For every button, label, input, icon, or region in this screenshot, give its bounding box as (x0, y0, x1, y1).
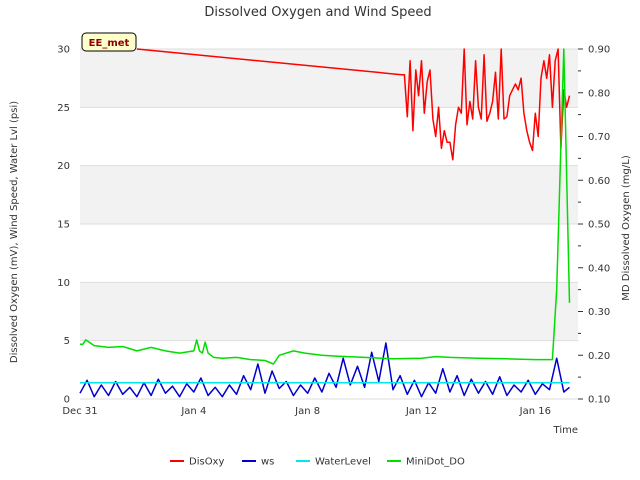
y-left-tick-label: 25 (57, 103, 70, 114)
y-right-tick-label: 0.60 (588, 176, 610, 187)
x-tick-label: Jan 8 (294, 406, 320, 417)
legend-label: WaterLevel (315, 457, 371, 468)
x-tick-label: Jan 4 (180, 406, 206, 417)
series-line-minidot-do (80, 48, 571, 365)
y-left-tick-label: 5 (64, 336, 70, 347)
plot-band (80, 282, 578, 341)
legend-label: DisOxy (189, 457, 224, 468)
x-tick-label: Jan 16 (519, 406, 551, 417)
y-right-tick-label: 0.80 (588, 88, 610, 99)
left-axis-ticks: 0 5 10 15 20 25 30 (57, 45, 70, 406)
y-right-tick-label: 0.20 (588, 351, 610, 362)
y-right-tick-label: 0.50 (588, 220, 610, 231)
x-tick-label: Dec 31 (62, 406, 97, 417)
plot-band (80, 340, 578, 399)
station-badge-box (81, 32, 137, 52)
y-right-tick-label: 0.30 (588, 307, 610, 318)
y-left-tick-label: 10 (57, 278, 70, 289)
y-left-tick-label: 30 (57, 45, 70, 56)
station-badge: EE_met (81, 32, 137, 52)
x-axis-ticks: Dec 31 Jan 4 Jan 8 Jan 12 Jan 16 (62, 406, 551, 417)
legend-label: ws (261, 457, 274, 468)
y-right-tick-label: 0.10 (588, 395, 610, 406)
y-right-tick-label: 0.40 (588, 263, 610, 274)
legend-label: MiniDot_DO (406, 457, 465, 468)
grid-lines (80, 48, 578, 400)
y-left-tick-label: 20 (57, 161, 70, 172)
y-left-tick-label: 0 (64, 395, 70, 406)
series-layer (79, 48, 571, 398)
legend: DisOxy ws WaterLevel MiniDot_DO (170, 457, 465, 468)
y-left-tick-label: 15 (57, 220, 70, 231)
series-line-disoxy (136, 48, 571, 161)
plot-band (80, 224, 578, 283)
plot-bands (80, 49, 578, 399)
plot-band (80, 165, 578, 224)
station-badge-label: EE_met (89, 38, 130, 49)
plot-band (80, 107, 578, 166)
right-axis-ticks: 0.10 0.20 0.30 0.40 0.50 0.60 0.70 0.80 0.90 (578, 45, 610, 406)
y-axis-left-title: Dissolved Oxygen (mV), Wind Speed, Water… (9, 101, 20, 363)
x-tick-label: Jan 12 (405, 406, 437, 417)
y-axis-right-title: MD Dissolved Oxygen (mg/L) (621, 155, 632, 301)
y-right-tick-label: 0.70 (588, 132, 610, 143)
x-axis-title: Time (553, 425, 578, 436)
chart-title: Dissolved Oxygen and Wind Speed (204, 5, 431, 20)
y-right-tick-label: 0.90 (588, 45, 610, 56)
